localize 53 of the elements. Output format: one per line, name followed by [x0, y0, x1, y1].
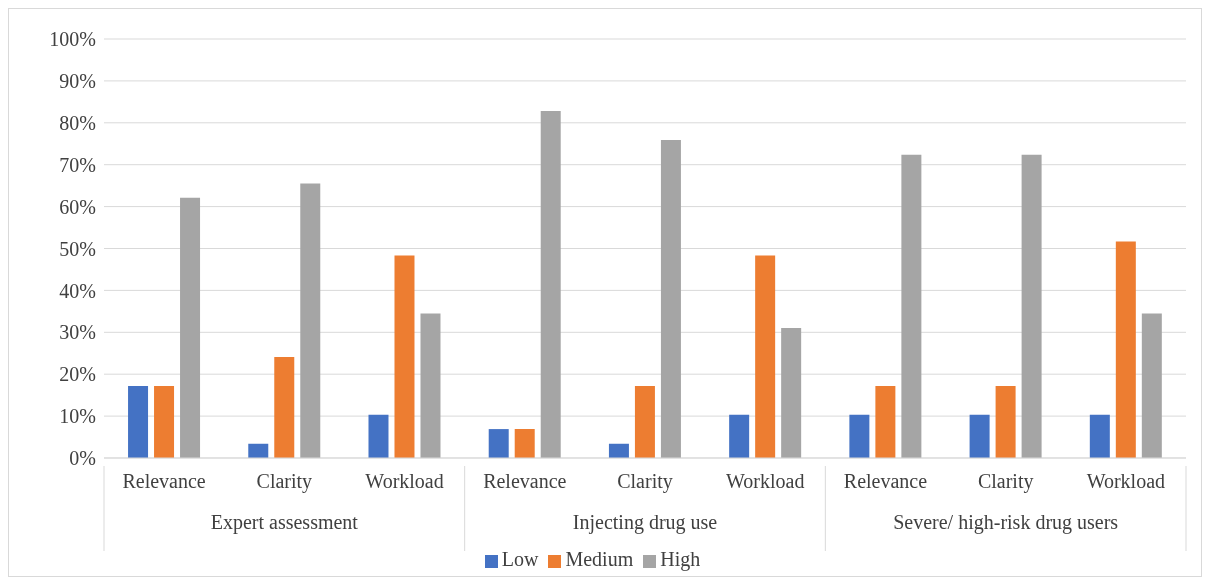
y-tick-label: 30%: [59, 321, 96, 344]
bar: [634, 385, 655, 458]
bar: [901, 154, 922, 458]
legend-label: Low: [501, 548, 539, 570]
y-tick-label: 40%: [59, 279, 96, 302]
text: Expert assessment: [210, 511, 359, 534]
bar: [849, 414, 870, 458]
bar: [248, 443, 269, 458]
x-tick-label: Clarity: [256, 470, 313, 493]
y-tick-label: 10%: [59, 405, 96, 428]
x-tick-label: Relevance: [843, 470, 928, 492]
bar: [660, 139, 681, 458]
y-tick-label: 50%: [59, 237, 96, 260]
y-tick-label: 20%: [59, 363, 96, 386]
x-tick-label: Relevance: [122, 470, 206, 492]
x-tick-label: Clarity: [977, 470, 1034, 493]
bar: [875, 385, 896, 458]
bar: [368, 414, 389, 458]
bar: [128, 385, 149, 458]
bar: [154, 385, 175, 458]
y-tick-label: 0%: [69, 447, 96, 470]
bar: [488, 429, 509, 458]
bar: [514, 429, 535, 458]
x-tick-label: Clarity: [617, 470, 673, 493]
bar: [274, 357, 295, 458]
y-tick-label: 90%: [59, 70, 96, 92]
bar: [540, 111, 561, 458]
x-tick-label: Workload: [365, 470, 444, 492]
text: Injecting drug use: [572, 511, 718, 534]
bar: [755, 255, 776, 458]
bar: [608, 443, 629, 458]
bar: [1141, 313, 1162, 458]
bar: [180, 197, 201, 458]
bar: [420, 313, 441, 458]
text: Severe/ high-risk drug users: [893, 511, 1119, 534]
bar: [781, 328, 802, 458]
legend-label: Medium: [565, 548, 634, 570]
bar: [1089, 414, 1110, 458]
y-tick-label: 80%: [59, 111, 96, 134]
y-tick-label: 60%: [59, 195, 96, 218]
bar: [969, 414, 990, 458]
bar: [1115, 241, 1136, 458]
x-tick-label: Relevance: [483, 470, 567, 492]
x-tick-label: Workload: [1086, 470, 1166, 492]
legend-label: High: [660, 548, 701, 570]
bar: [394, 255, 415, 458]
bar: [995, 385, 1016, 458]
y-tick-label: 100%: [49, 28, 96, 51]
x-tick-label: Workload: [726, 470, 805, 492]
y-tick-label: 70%: [59, 153, 96, 176]
bar: [300, 183, 321, 458]
bar: [729, 414, 750, 458]
bar: [1021, 154, 1042, 458]
